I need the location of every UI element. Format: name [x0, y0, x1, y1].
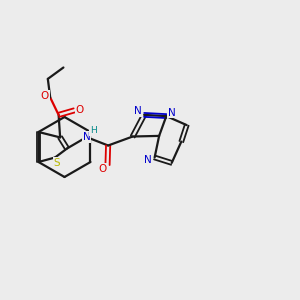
Text: O: O — [76, 105, 84, 116]
Text: N: N — [144, 155, 152, 165]
Text: N: N — [168, 107, 176, 118]
Text: O: O — [98, 164, 106, 174]
Text: O: O — [41, 91, 49, 101]
Text: H: H — [90, 126, 97, 135]
Text: S: S — [54, 158, 60, 168]
Text: N: N — [82, 132, 90, 142]
Text: N: N — [134, 106, 142, 116]
